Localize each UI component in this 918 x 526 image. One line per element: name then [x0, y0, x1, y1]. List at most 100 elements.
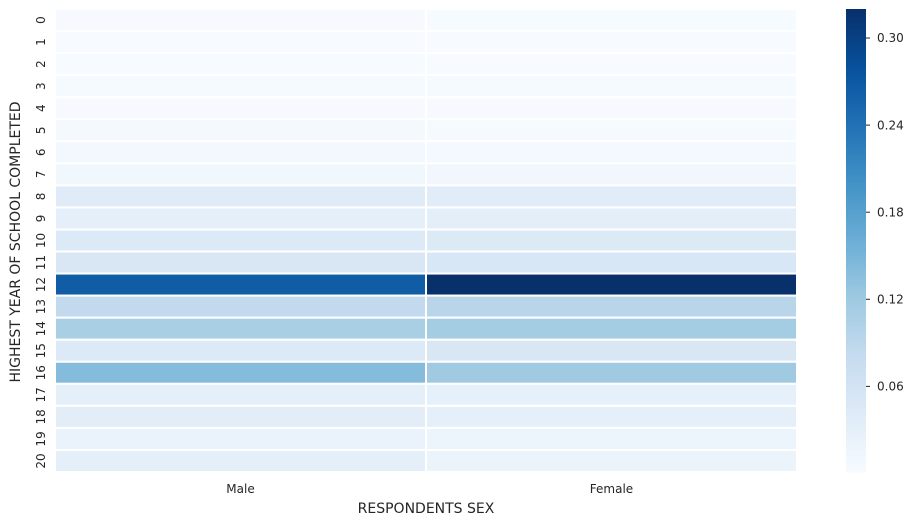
colorbar-segment — [846, 106, 866, 110]
colorbar-segment — [846, 346, 866, 350]
colorbar-segment — [846, 309, 866, 313]
heatmap-cell — [425, 30, 798, 55]
colorbar-segment — [846, 272, 866, 276]
colorbar-segment — [846, 166, 866, 170]
colorbar-segment — [846, 342, 866, 346]
colorbar-segment — [846, 330, 866, 334]
colorbar-segment — [846, 103, 866, 107]
y-tick-label: 6 — [34, 148, 48, 156]
colorbar-segment — [846, 145, 866, 149]
colorbar-segment — [846, 439, 866, 443]
heatmap-cell — [54, 294, 427, 319]
colorbar-segment — [846, 356, 866, 360]
colorbar-segment — [846, 238, 866, 242]
heatmap-cell — [54, 74, 427, 99]
colorbar-segment — [846, 453, 866, 457]
colorbar-segment — [846, 446, 866, 450]
colorbar-segment — [846, 261, 866, 265]
colorbar-segment — [846, 390, 866, 394]
colorbar-segment — [846, 66, 866, 70]
colorbar-segment — [846, 451, 866, 455]
y-tick-label: 20 — [34, 453, 48, 468]
colorbar-segment — [846, 265, 866, 269]
colorbar-segment — [846, 194, 866, 198]
colorbar-segment — [846, 458, 866, 462]
colorbar-segment — [846, 333, 866, 337]
colorbar-segment — [846, 208, 866, 212]
heatmap-cell — [425, 228, 798, 253]
colorbar-segment — [846, 36, 866, 40]
colorbar-segment — [846, 460, 866, 464]
colorbar-segment — [846, 455, 866, 459]
colorbar-segment — [846, 46, 866, 49]
colorbar-segment — [846, 279, 866, 283]
colorbar-segment — [846, 127, 866, 130]
colorbar-segment — [846, 140, 866, 144]
heatmap-cell — [425, 426, 798, 451]
colorbar-segment — [846, 226, 866, 230]
heatmap-cell — [425, 272, 798, 297]
colorbar-segment — [846, 425, 866, 429]
colorbar-segment — [846, 78, 866, 82]
colorbar-segment — [846, 184, 866, 188]
colorbar-segment — [846, 300, 866, 304]
colorbar-segment — [846, 196, 866, 200]
colorbar-segment — [846, 370, 866, 374]
colorbar-segment — [846, 374, 866, 378]
colorbar-segment — [846, 323, 866, 327]
colorbar-tick-label: 0.12 — [877, 292, 904, 306]
heatmap-cell — [425, 52, 798, 77]
colorbar-segment — [846, 441, 866, 445]
heatmap-cell — [54, 96, 427, 121]
colorbar-segment — [846, 233, 866, 237]
colorbar-segment — [846, 62, 866, 66]
colorbar-segment — [846, 20, 866, 24]
colorbar-segment — [846, 101, 866, 105]
colorbar-segment — [846, 108, 866, 112]
colorbar-segment — [846, 203, 866, 207]
heatmap-cell — [54, 162, 427, 187]
colorbar-segment — [846, 59, 866, 63]
colorbar-segment — [846, 305, 866, 309]
colorbar-segment — [846, 29, 866, 33]
heatmap-cell — [425, 404, 798, 429]
y-tick-label: 9 — [34, 215, 48, 223]
colorbar-segment — [846, 367, 866, 371]
colorbar-tick-label: 0.18 — [877, 205, 904, 219]
colorbar-segment — [846, 15, 866, 19]
colorbar-segment — [846, 404, 866, 408]
y-tick-label: 13 — [34, 299, 48, 314]
colorbar-segment — [846, 418, 866, 422]
colorbar-segment — [846, 50, 866, 54]
colorbar-segment — [846, 210, 866, 214]
colorbar-segment — [846, 400, 866, 404]
y-tick-label: 5 — [34, 126, 48, 134]
colorbar-segment — [846, 293, 866, 297]
heatmap-cell — [54, 118, 427, 143]
colorbar-segment — [846, 275, 866, 279]
colorbar-segment — [846, 321, 866, 325]
colorbar-segment — [846, 351, 866, 355]
colorbar-segment — [846, 180, 866, 184]
y-tick-label: 17 — [34, 387, 48, 402]
colorbar-segment — [846, 18, 866, 22]
colorbar-segment — [846, 432, 866, 436]
heatmap-cell — [54, 52, 427, 77]
colorbar-segment — [846, 312, 866, 316]
colorbar-segment — [846, 247, 866, 251]
colorbar-segment — [846, 335, 866, 339]
y-tick-label: 18 — [34, 409, 48, 424]
colorbar-tick-label: 0.24 — [877, 118, 904, 132]
heatmap-cell — [54, 426, 427, 451]
heatmap-cell — [425, 118, 798, 143]
heatmap-cell — [54, 316, 427, 341]
colorbar-segment — [846, 353, 866, 357]
colorbar-segment — [846, 411, 866, 415]
colorbar-segment — [846, 134, 866, 137]
colorbar-segment — [846, 409, 866, 413]
colorbar-segment — [846, 182, 866, 186]
heatmap-cell — [54, 140, 427, 165]
colorbar-segment — [846, 157, 866, 161]
y-tick-label: 7 — [34, 171, 48, 179]
colorbar-segment — [846, 39, 866, 43]
